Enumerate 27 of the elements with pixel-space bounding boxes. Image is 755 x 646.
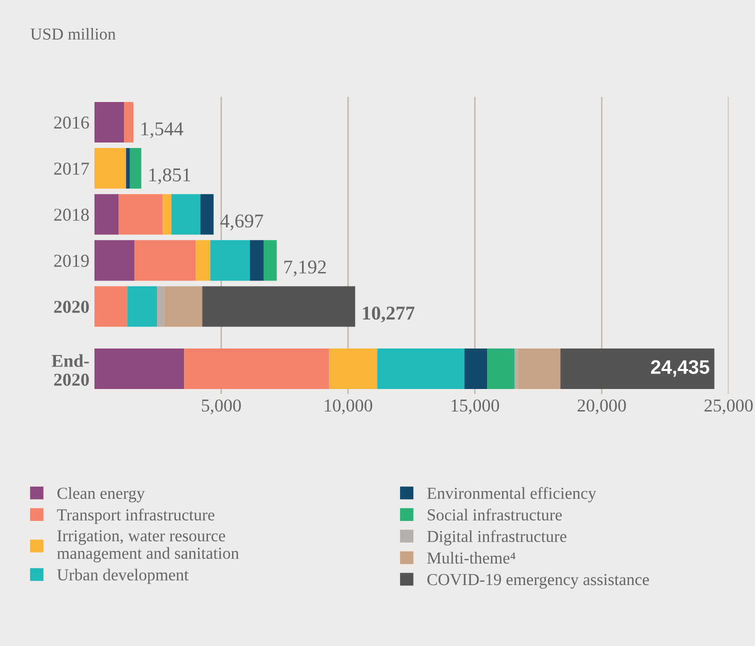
y-tick-label: 2017 xyxy=(54,162,89,175)
x-tick-label: 15,000 xyxy=(452,399,500,414)
total-label: 24,435 xyxy=(651,360,710,377)
y-tick-label: End- 2020 xyxy=(52,354,89,386)
y-tick-label: 2020 xyxy=(54,300,89,313)
legend-label: Environmental efficiency xyxy=(427,487,596,502)
x-tick-label: 10,000 xyxy=(324,399,372,414)
total-label: 10,277 xyxy=(363,306,414,323)
legend-label: Multi-theme⁴ xyxy=(427,552,516,564)
legend-label: Social infrastructure xyxy=(428,508,562,521)
total-label: 1,544 xyxy=(141,122,184,138)
y-tick-label: 2019 xyxy=(54,254,89,267)
legend-label: Transport infrastructure xyxy=(57,508,214,524)
legend-label: Urban development xyxy=(57,568,189,584)
x-axis-title: USD million xyxy=(30,28,116,40)
legend-label: Clean energy xyxy=(57,487,145,502)
legend-label: COVID-19 emergency assistance xyxy=(427,574,649,589)
x-tick-label: 5,000 xyxy=(202,399,241,414)
total-label: 7,192 xyxy=(284,260,326,276)
x-tick-label: 25,000 xyxy=(704,399,753,414)
y-tick-label: 2018 xyxy=(54,208,89,221)
x-tick-label: 20,000 xyxy=(578,399,626,414)
y-tick-label: 2016 xyxy=(54,116,89,129)
legend-label: Irrigation, water resource management and sanitation xyxy=(57,530,239,562)
total-label: 1,851 xyxy=(149,168,190,184)
legend-label: Digital infrastructure xyxy=(427,530,566,546)
total-label: 4,697 xyxy=(220,214,264,230)
